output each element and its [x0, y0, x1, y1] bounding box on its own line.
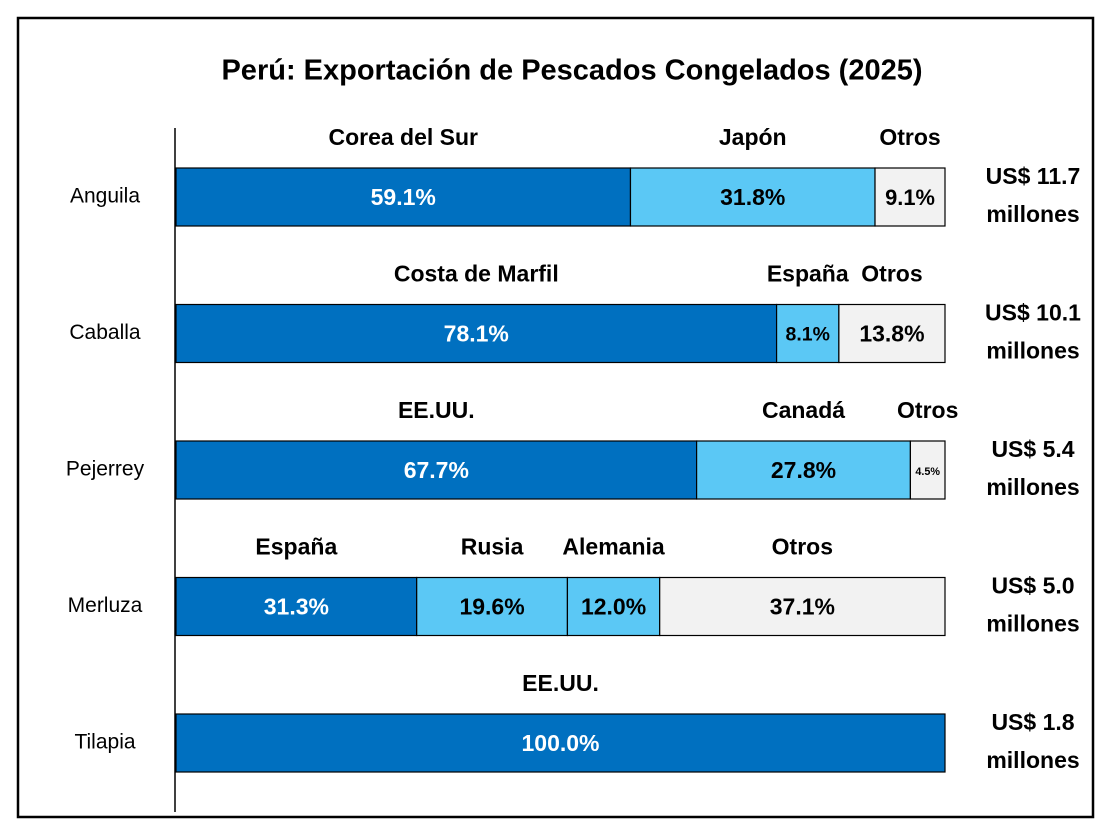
bar-segment — [909, 440, 946, 500]
segment-name: España — [255, 534, 337, 560]
data-label: 37.1% — [770, 594, 835, 620]
data-label: 8.1% — [786, 324, 830, 346]
data-label: 67.7% — [404, 457, 469, 483]
segment-name: Canadá — [762, 397, 845, 423]
segment-name: Otros — [861, 261, 922, 287]
bar-segment — [696, 440, 911, 500]
bar-segment — [874, 167, 946, 227]
category-label: Tilapia — [74, 731, 135, 754]
data-label: 13.8% — [859, 321, 924, 347]
chart-frame — [16, 16, 1095, 819]
segment-name: EE.UU. — [398, 397, 475, 423]
bar-segment — [175, 713, 946, 773]
segment-name: Otros — [772, 534, 833, 560]
category-label: Anguila — [70, 185, 140, 208]
total-label: US$ 10.1 — [985, 300, 1081, 326]
bar-segment — [659, 576, 946, 637]
bar-segment — [775, 303, 840, 364]
chart-title: Perú: Exportación de Pescados Congelados… — [221, 55, 922, 87]
segment-name: Costa de Marfil — [394, 261, 559, 287]
segment-name: Otros — [879, 124, 940, 150]
data-label: 31.8% — [720, 184, 785, 210]
total-label: US$ 1.8 — [991, 709, 1074, 735]
segment-name: España — [767, 261, 849, 287]
data-label: 31.3% — [264, 594, 329, 620]
data-label: 19.6% — [459, 594, 524, 620]
data-label: 59.1% — [371, 184, 436, 210]
total-label: US$ 5.0 — [991, 573, 1074, 599]
category-label: Caballa — [69, 321, 141, 344]
total-label: millones — [986, 611, 1079, 637]
total-label: millones — [986, 338, 1079, 364]
bar-segment — [838, 303, 946, 364]
data-label: 100.0% — [521, 730, 599, 756]
category-label: Pejerrey — [66, 458, 145, 481]
category-label: Merluza — [68, 594, 143, 617]
bar-segment — [416, 576, 569, 637]
bar-segment — [175, 167, 632, 227]
data-label: 9.1% — [885, 185, 935, 210]
segment-name: Japón — [719, 124, 787, 150]
segment-name: EE.UU. — [522, 670, 599, 696]
data-label: 12.0% — [581, 594, 646, 620]
segment-name: Otros — [897, 397, 958, 423]
bar-segment — [566, 576, 661, 637]
total-label: millones — [986, 747, 1079, 773]
segment-name: Rusia — [461, 534, 524, 560]
segment-name: Corea del Sur — [328, 124, 478, 150]
bar-segment — [629, 167, 876, 227]
data-label: 27.8% — [771, 457, 836, 483]
data-label: 4.5% — [915, 466, 940, 478]
bar-segment — [175, 576, 418, 637]
segment-name: Alemania — [562, 534, 664, 560]
data-label: 78.1% — [444, 321, 509, 347]
total-label: millones — [986, 201, 1079, 227]
total-label: US$ 11.7 — [986, 163, 1081, 189]
bar-segment — [175, 440, 698, 500]
total-label: US$ 5.4 — [991, 436, 1074, 462]
total-label: millones — [986, 474, 1079, 500]
